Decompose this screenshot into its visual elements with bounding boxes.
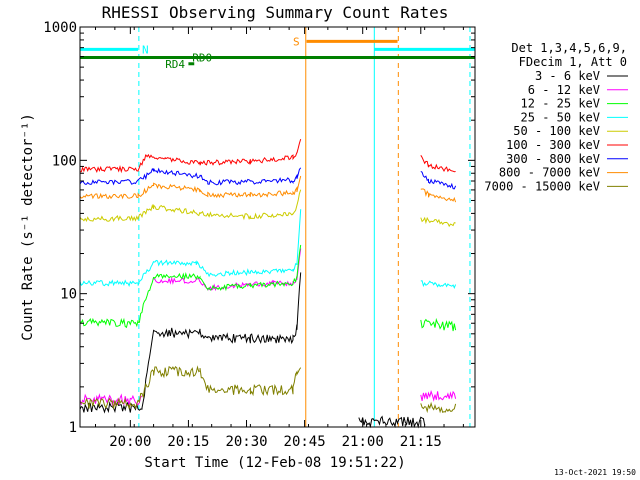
flag-label-5: S [293, 35, 300, 48]
series-line-6-segment-2 [420, 155, 456, 173]
series-line-5-segment-2 [420, 216, 456, 228]
series-line-4-segment-1 [79, 209, 302, 287]
axes-layer: 20:00 20:15 20:30 20:45 21:00 21:15 1 10 100 1000 [43, 20, 475, 450]
series-line-3-segment-2 [420, 317, 457, 332]
series-line-8-segment-1 [79, 175, 302, 200]
x-tick-label-4: 20:45 [284, 434, 326, 450]
legend-label-4: 25 - 50 keV [521, 110, 600, 124]
y-tick-label-3: 100 [52, 153, 77, 169]
plot-frame [79, 26, 476, 428]
series-line-5-segment-1 [79, 189, 302, 223]
legend-label-2: 6 - 12 keV [528, 83, 600, 97]
annotation-layer: N RD0 RD4 S [80, 27, 475, 427]
y-tick-label-1: 1 [69, 420, 77, 436]
legend-label-3: 12 - 25 keV [521, 97, 600, 111]
timestamp: 13-Oct-2021 19:50 [554, 468, 636, 477]
series-line-6-segment-1 [80, 138, 302, 174]
legend-label-6: 100 - 300 keV [506, 138, 600, 152]
legend-header-line-1: Det 1,3,4,5,6,9, [511, 41, 627, 55]
chart-title: RHESSI Observing Summary Count Rates [102, 3, 449, 22]
series-line-7-segment-1 [79, 167, 302, 186]
series-line-3-segment-1 [79, 244, 302, 329]
series-line-2-segment-3 [420, 389, 457, 402]
flag-label-1: N [142, 43, 149, 56]
series-line-1-segment-1 [79, 272, 302, 414]
x-tick-label-2: 20:15 [167, 434, 209, 450]
x-tick-label-1: 20:00 [109, 434, 151, 450]
x-axis-title: Start Time (12-Feb-08 19:51:22) [144, 455, 405, 471]
legend-label-1: 3 - 6 keV [535, 69, 600, 83]
flag-label-3: RD0 [192, 52, 212, 65]
series-line-2-segment-2 [153, 248, 302, 292]
x-tick-label-5: 21:00 [342, 434, 384, 450]
series-layer [79, 138, 457, 429]
legend-label-9: 7000 - 15000 keV [484, 179, 600, 193]
flag-label-4: RD4 [165, 58, 185, 71]
x-tick-label-6: 21:15 [400, 434, 442, 450]
series-line-7-segment-2 [420, 170, 457, 190]
series-line-9-segment-1 [79, 365, 302, 410]
series-line-8-segment-2 [420, 188, 457, 203]
y-axis-title: Count Rate (s⁻¹ detector⁻¹) [20, 113, 36, 341]
legend-label-7: 300 - 800 keV [506, 152, 600, 166]
legend-header-line-2: FDecim 1, Att 0 [519, 55, 627, 69]
y-tick-label-4: 1000 [43, 20, 77, 36]
x-tick-label-3: 20:30 [225, 434, 267, 450]
y-tick-label-2: 10 [60, 287, 77, 303]
legend-label-5: 50 - 100 keV [513, 124, 600, 138]
legend: Det 1,3,4,5,6,9, FDecim 1, Att 0 3 - 6 k… [484, 41, 628, 193]
legend-label-8: 800 - 7000 keV [499, 166, 600, 180]
series-line-4-segment-2 [420, 280, 457, 289]
series-line-1-segment-2 [358, 415, 426, 429]
series-line-9-segment-2 [420, 401, 457, 414]
